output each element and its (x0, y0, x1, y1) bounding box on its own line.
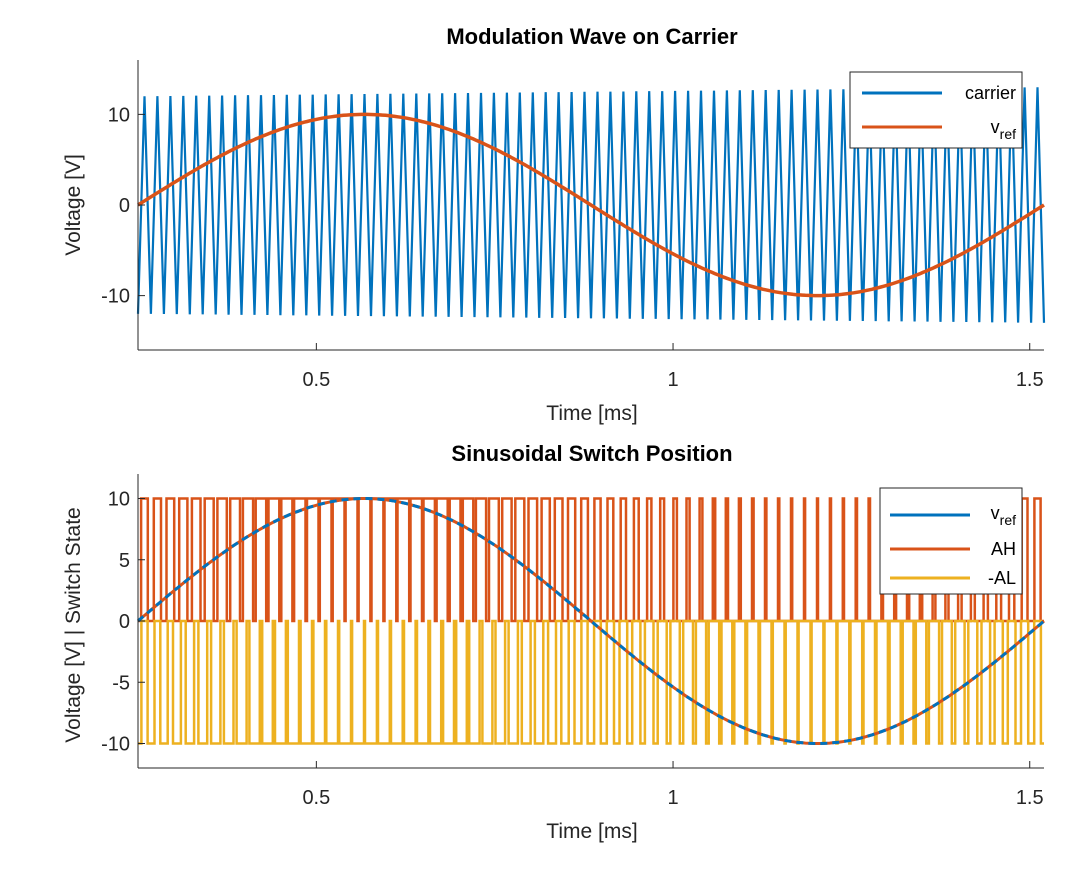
legend-label-vref-main: v (991, 503, 1000, 523)
x-tick-label: 0.5 (302, 787, 330, 809)
x-tick-label: 1 (667, 787, 678, 809)
legend-label-vref: vref (991, 117, 1016, 142)
y-tick-label: 0 (119, 611, 130, 633)
y-tick-label: -10 (101, 286, 130, 308)
plot-area (136, 87, 1046, 323)
legend-label-vref: vref (991, 503, 1016, 528)
legend-label-vref-main: v (991, 117, 1000, 137)
switch-position-axes: Sinusoidal Switch Position 0.5 1 1.5-10-50… (62, 441, 1045, 843)
y-tick-label: -5 (112, 672, 130, 694)
x-axis-label: Time [ms] (546, 402, 637, 425)
y-axis-label: Voltage [V] | Switch State (62, 507, 85, 742)
y-axis-label: Voltage [V] (62, 154, 85, 256)
x-tick-label: 1 (667, 369, 678, 391)
chart-title: Sinusoidal Switch Position (451, 441, 732, 466)
chart-title: Modulation Wave on Carrier (446, 24, 738, 49)
legend-label-vref-subscript: ref (1000, 126, 1016, 142)
legend-box (849, 71, 1023, 149)
y-tick-label: -10 (101, 734, 130, 756)
x-tick-label: 0.5 (302, 369, 330, 391)
x-axis-label: Time [ms] (546, 820, 637, 843)
y-tick-label: 10 (108, 104, 130, 126)
legend-label-vref-subscript: ref (1000, 512, 1016, 528)
legend-label-carrier: carrier (965, 83, 1016, 103)
y-tick-label: 10 (108, 489, 130, 511)
y-tick-label: 5 (119, 550, 130, 572)
legend-box (879, 487, 1023, 595)
axis-ticks: 0.5 1 1.5 -10 0 10 (101, 104, 1044, 391)
series-carrier (136, 87, 1046, 323)
series-vref (137, 497, 1045, 745)
legend-label-al: -AL (988, 568, 1016, 588)
y-tick-label: 0 (119, 195, 130, 217)
series-al (138, 619, 1044, 745)
axis-ticks: 0.5 1 1.5 -10 -5 0 5 10 (101, 489, 1044, 810)
x-tick-label: 1.5 (1016, 787, 1044, 809)
legend: carrier vref (849, 71, 1023, 149)
carrier-axes: Modulation Wave on Carrier 0.5 1 1.5 -10 0 10… (62, 24, 1046, 425)
x-tick-label: 1.5 (1016, 369, 1044, 391)
legend: vref AH -AL (879, 487, 1023, 595)
series-vref (137, 112, 1045, 298)
legend-label-ah: AH (991, 539, 1016, 559)
